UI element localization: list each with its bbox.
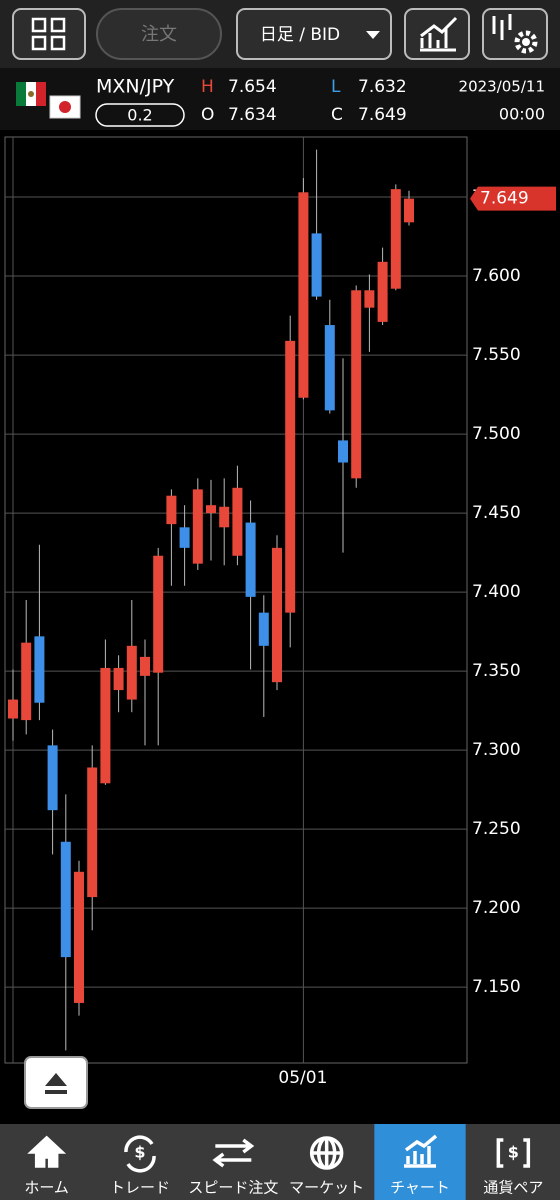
candle-body [245, 522, 256, 597]
spread-badge: 0.2 [95, 103, 185, 127]
tab-icon [27, 1135, 67, 1168]
candle-body [74, 871, 84, 1003]
candle-body [166, 495, 177, 525]
candle-body [100, 667, 111, 784]
candle-body [404, 198, 414, 223]
y-tick-label: 7.300 [472, 740, 521, 760]
candle-body [258, 612, 269, 646]
tab-icon [309, 1136, 344, 1170]
open-label: O [201, 105, 214, 125]
tab-icon [124, 1135, 156, 1173]
tab-item[interactable]: チャート [374, 1124, 466, 1200]
quote-bar [0, 68, 560, 130]
high-value: 7.654 [228, 77, 277, 97]
quote-date: 2023/05/11 [459, 78, 545, 96]
tab-item[interactable]: $ トレード [110, 1135, 170, 1197]
candle-body [351, 290, 362, 479]
tab-label: トレード [110, 1179, 170, 1197]
y-tick-label: 7.150 [472, 977, 521, 997]
candle-body [324, 325, 335, 411]
candle-body [192, 489, 203, 564]
settings-button[interactable] [482, 8, 548, 60]
candle-body [87, 767, 98, 898]
indicator-button[interactable] [404, 8, 470, 60]
timeframe-label: 日足 / BID [260, 25, 340, 45]
y-tick-label: 7.550 [472, 345, 521, 365]
quote-time: 00:00 [499, 105, 545, 124]
tab-item[interactable]: スピード注文 [188, 1138, 278, 1197]
collapse-button[interactable] [24, 1056, 88, 1109]
candle-body [126, 645, 137, 700]
last-price-tag [470, 186, 556, 211]
y-tick-label: 7.450 [472, 503, 521, 523]
close-label: C [331, 105, 343, 125]
low-value: 7.632 [358, 77, 407, 97]
tab-icon [496, 1138, 531, 1168]
candle-body [60, 841, 71, 958]
tab-label: スピード注文 [188, 1179, 278, 1197]
tab-item[interactable]: $ 通貨ペア [483, 1138, 543, 1197]
x-tick-label: 05/01 [278, 1068, 327, 1088]
candle-body [232, 487, 243, 556]
high-label: H [201, 77, 214, 97]
candle-body [298, 192, 309, 398]
tab-label: ホーム [24, 1179, 69, 1197]
tab-bar [0, 1124, 560, 1200]
tab-icon-glyph: $ [134, 1143, 145, 1162]
currency-pair: MXN/JPY [96, 76, 175, 98]
tab-active-bg [374, 1124, 466, 1200]
candle-body [21, 642, 32, 721]
y-tick-label: 7.500 [472, 424, 521, 444]
candle-body [338, 440, 348, 463]
candle-body [206, 505, 216, 514]
candle-body [390, 189, 401, 289]
y-tick-label: 7.250 [472, 819, 521, 839]
candle-body [272, 547, 282, 683]
tab-icon-glyph: $ [508, 1143, 519, 1162]
tab-label: 通貨ペア [483, 1179, 543, 1197]
candle-body [113, 667, 124, 691]
tab-icon [404, 1134, 438, 1168]
chart: 7.150 7.200 7.250 7.300 7.350 7.400 7.450 7.500… [5, 137, 556, 1088]
open-value: 7.634 [228, 105, 277, 125]
y-tick-label: 7.600 [472, 266, 521, 286]
candle-body [285, 340, 296, 613]
tab-item[interactable]: ホーム [24, 1135, 69, 1197]
timeframe-select[interactable]: 日足 / BID [236, 8, 392, 60]
candle-body [179, 527, 190, 548]
y-tick-label: 7.350 [472, 661, 521, 681]
candle-body [377, 261, 388, 322]
tab-label: マーケット [289, 1179, 364, 1197]
candle-body [364, 290, 375, 308]
close-value: 7.649 [358, 105, 407, 125]
candle-body [47, 745, 58, 811]
tab-label: チャート [390, 1179, 450, 1197]
candle-body [153, 555, 164, 673]
candle-body [140, 656, 150, 676]
tab-items: ホーム $ トレード スピード注文 マーケット チャート $ 通貨ペア [24, 1124, 543, 1200]
candle-body [34, 636, 45, 703]
order-label: 注文 [141, 24, 177, 45]
candle-body [219, 506, 230, 528]
spread: 0.2 [127, 106, 152, 125]
order-button[interactable]: 注文 [96, 8, 222, 60]
tab-icon [212, 1138, 255, 1168]
low-label: L [331, 77, 341, 97]
last-price-label: 7.649 [480, 189, 529, 209]
candle-body [311, 233, 322, 297]
flags [16, 82, 81, 119]
menu-button[interactable] [12, 8, 86, 60]
y-tick-label: 7.200 [472, 898, 521, 918]
y-tick-label: 7.400 [472, 582, 521, 602]
tab-item[interactable]: マーケット [289, 1136, 364, 1197]
candle-body [8, 699, 18, 719]
